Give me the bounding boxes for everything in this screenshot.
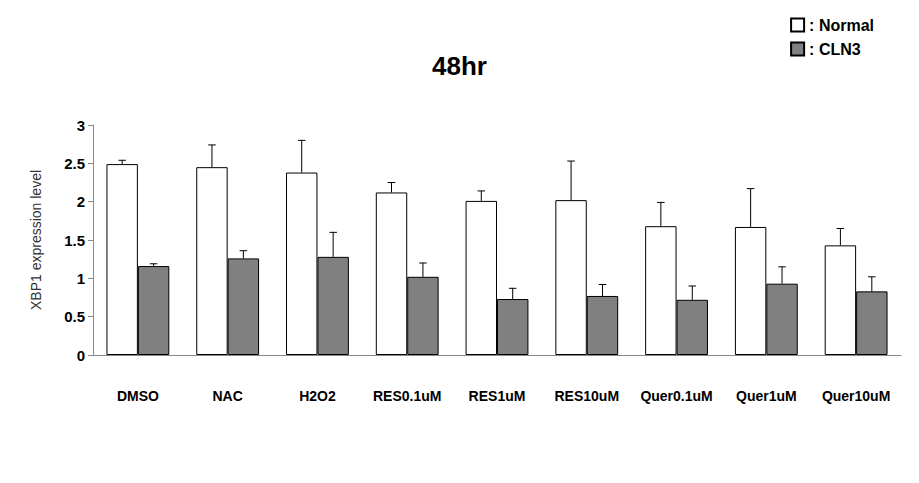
svg-text:Quer10uM: Quer10uM: [822, 388, 890, 404]
svg-text:1.5: 1.5: [64, 232, 85, 249]
svg-text:Quer0.1uM: Quer0.1uM: [640, 388, 712, 404]
svg-text:DMSO: DMSO: [117, 388, 159, 404]
svg-text:RES10uM: RES10uM: [554, 388, 619, 404]
svg-text:2.5: 2.5: [64, 155, 85, 172]
svg-text:H2O2: H2O2: [299, 388, 336, 404]
svg-text:NAC: NAC: [212, 388, 242, 404]
svg-text:2: 2: [77, 193, 85, 210]
svg-text:Quer1uM: Quer1uM: [736, 388, 797, 404]
svg-text:1: 1: [77, 270, 85, 287]
svg-text:3: 3: [77, 117, 85, 134]
svg-text:0: 0: [77, 347, 85, 364]
svg-text:RES1uM: RES1uM: [469, 388, 526, 404]
svg-text:48hr: 48hr: [432, 51, 487, 81]
svg-text:XBP1 expression level: XBP1 expression level: [28, 170, 44, 310]
svg-text:0.5: 0.5: [64, 308, 85, 325]
svg-text:RES0.1uM: RES0.1uM: [373, 388, 441, 404]
svg-text:: CLN3: : CLN3: [809, 41, 861, 58]
svg-text:: Normal: : Normal: [809, 17, 874, 34]
